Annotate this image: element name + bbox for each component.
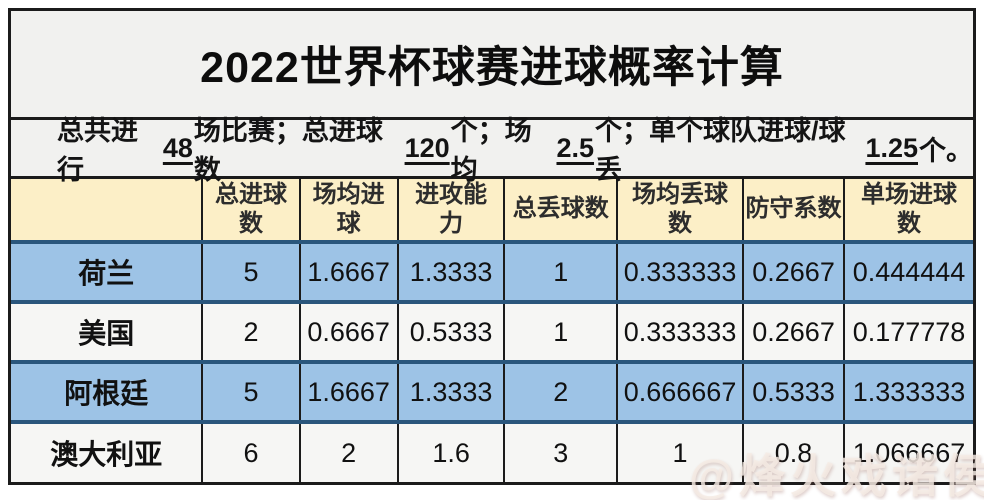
cell-value: 0.2667 — [742, 240, 845, 304]
summary-text: 个。 — [919, 135, 973, 166]
summary-text: 场比赛；总进球数 — [193, 116, 383, 185]
cell-value: 0.177778 — [843, 302, 973, 362]
cell-value: 1 — [503, 240, 618, 304]
team-name: 美国 — [78, 318, 135, 349]
cell-value: 1.6667 — [298, 360, 398, 424]
cell-value: 1.066667 — [843, 422, 973, 482]
table-header-row: 总进球 数 场均进 球 进攻能 力 总丢球数 场均丢球 数 防守系数 单场进球 … — [11, 179, 973, 242]
cell-value: 2 — [503, 360, 618, 424]
cell-value: 3 — [503, 422, 618, 482]
cell-value: 5 — [201, 360, 300, 424]
cell-value: 0.666667 — [616, 360, 744, 424]
column-header-single-match-goals: 单场进球 数 — [843, 179, 973, 242]
summary-stat-per-team: 1.25 — [865, 132, 918, 163]
summary-text: 个；单个球队进球/球丢 — [595, 116, 846, 185]
summary-text: 总共进行 — [57, 116, 138, 185]
cell-value: 0.333333 — [616, 302, 744, 362]
column-header-total-conceded: 总丢球数 — [503, 179, 618, 242]
title-bar: 2022世界杯球赛进球概率计算 — [11, 11, 973, 120]
cell-value: 0.5333 — [742, 360, 845, 424]
cell-value: 1.3333 — [396, 240, 505, 304]
cell-value: 5 — [201, 240, 300, 304]
cell-value: 0.333333 — [616, 240, 744, 304]
column-header-team — [11, 179, 203, 242]
table-row-usa: 美国 2 0.6667 0.5333 1 0.333333 0.2667 0.1… — [11, 302, 973, 362]
column-header-conceded-per-match: 场均丢球 数 — [616, 179, 744, 242]
page-title: 2022世界杯球赛进球概率计算 — [200, 44, 784, 92]
column-header-defense: 防守系数 — [742, 179, 845, 242]
summary-bar: 总共进行 48 场比赛；总进球数 120 个；场均 2.5 个；单个球队进球/球丢 1.25 个… — [11, 116, 973, 185]
team-name: 澳大利亚 — [50, 439, 163, 470]
table-row-australia: 澳大利亚 6 2 1.6 3 1 0.8 1.066667 — [11, 422, 973, 482]
worksheet-panel: 2022世界杯球赛进球概率计算 总共进行 48 场比赛；总进球数 120 个；场均 2.5… — [8, 8, 976, 485]
stats-table: 总进球 数 场均进 球 进攻能 力 总丢球数 场均丢球 数 防守系数 单场进球 … — [11, 179, 973, 482]
cell-value: 1.6 — [396, 422, 505, 482]
cell-value: 1.6667 — [298, 240, 398, 304]
cell-value: 2 — [201, 302, 300, 362]
cell-value: 1.3333 — [396, 360, 505, 424]
cell-value: 0.444444 — [843, 240, 973, 304]
team-name: 阿根廷 — [11, 360, 203, 424]
summary-text: 个；场均 — [450, 116, 532, 185]
column-header-goals-per-match: 场均进 球 — [298, 179, 398, 242]
cell-value: 0.6667 — [298, 302, 398, 362]
cell-value: 1 — [616, 422, 744, 482]
table-row-netherlands: 荷兰 5 1.6667 1.3333 1 0.333333 0.2667 0.4… — [11, 240, 973, 304]
cell-value: 0.5333 — [396, 302, 505, 362]
cell-value: 1 — [503, 302, 618, 362]
column-header-total-goals: 总进球 数 — [201, 179, 300, 242]
summary-stat-goals: 120 — [404, 132, 450, 163]
cell-value: 6 — [201, 422, 300, 482]
table-row-argentina: 阿根廷 5 1.6667 1.3333 2 0.666667 0.5333 1.… — [11, 360, 973, 424]
cell-value: 2 — [298, 422, 398, 482]
summary-stat-matches: 48 — [162, 132, 193, 163]
cell-value: 0.2667 — [742, 302, 845, 362]
cell-value: 1.333333 — [843, 360, 973, 424]
team-name: 荷兰 — [11, 240, 203, 304]
cell-value: 0.8 — [742, 422, 845, 482]
column-header-attack: 进攻能 力 — [396, 179, 505, 242]
summary-stat-avg: 2.5 — [556, 132, 595, 163]
